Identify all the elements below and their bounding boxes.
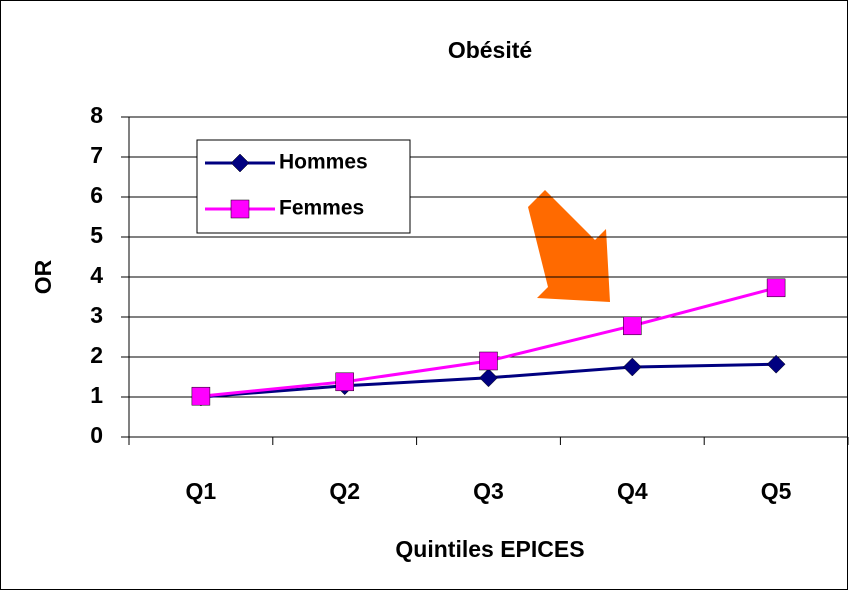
marker [479, 368, 498, 388]
marker [766, 278, 786, 298]
y-axis-label: OR [30, 259, 56, 294]
y-tick-label: 4 [90, 262, 103, 288]
legend-box [196, 139, 411, 234]
y-tick-label: 6 [90, 182, 103, 208]
legend-label: Hommes [279, 151, 368, 174]
legend-label: Femmes [279, 197, 364, 220]
marker [230, 153, 250, 173]
x-tick-label: Q4 [617, 478, 648, 504]
y-tick-label: 1 [90, 382, 103, 408]
x-tick-label: Q1 [186, 478, 217, 504]
legend: Hommes Femmes [196, 139, 411, 234]
x-axis-label: Quintiles EPICES [395, 536, 584, 562]
marker [766, 354, 786, 374]
marker [479, 351, 498, 371]
arrow-annotation [528, 190, 610, 302]
x-tick-label: Q5 [761, 478, 792, 504]
marker [622, 357, 642, 377]
y-tick-label: 0 [90, 422, 103, 448]
marker [623, 316, 642, 336]
marker [191, 386, 211, 406]
y-tick-label: 3 [90, 302, 103, 328]
marker [230, 199, 250, 219]
y-tick-label: 8 [90, 102, 103, 128]
y-tick-label: 2 [90, 342, 103, 368]
chart-title: Obésité [448, 37, 532, 63]
y-tick-label: 7 [90, 142, 103, 168]
x-tick-label: Q3 [473, 478, 504, 504]
marker [335, 372, 354, 392]
y-tick-label: 5 [90, 222, 103, 248]
x-tick-label: Q2 [329, 478, 360, 504]
